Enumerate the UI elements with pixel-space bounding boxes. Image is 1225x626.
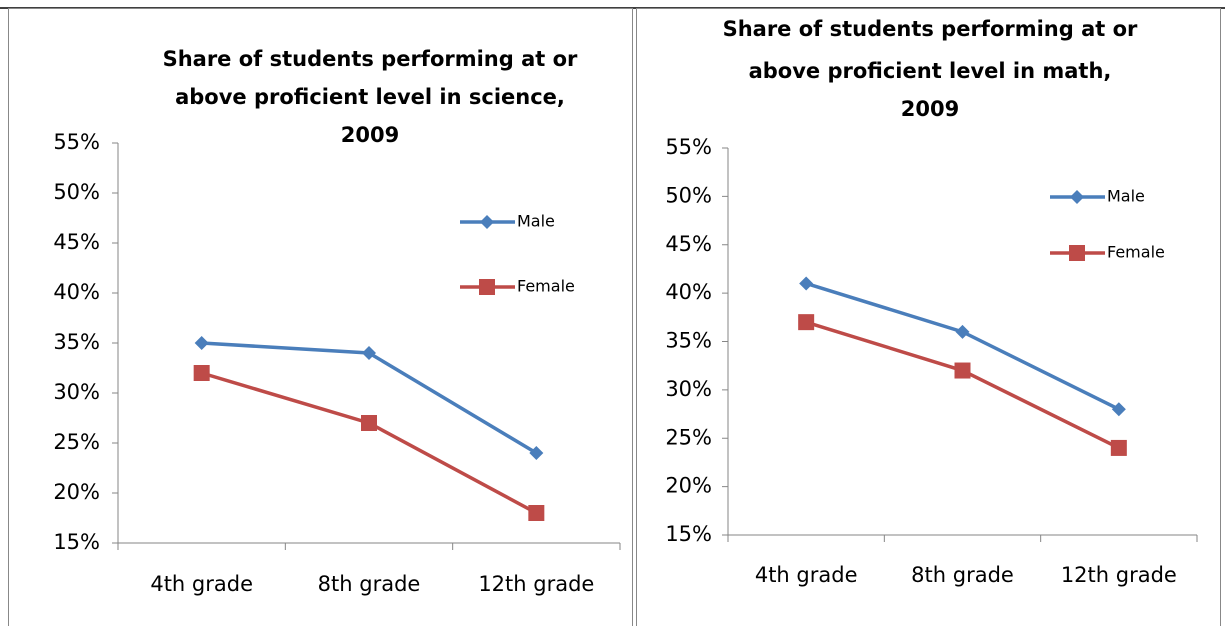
marker	[528, 505, 545, 521]
marker	[194, 336, 209, 350]
y-tick-label: 55%	[53, 130, 100, 154]
y-tick-label: 35%	[53, 330, 100, 354]
x-tick-label: 8th grade	[911, 563, 1014, 587]
legend-label: Male	[1107, 187, 1145, 206]
marker	[362, 346, 376, 360]
legend-label: Male	[517, 212, 555, 231]
marker	[529, 446, 544, 460]
y-tick-label: 15%	[53, 530, 100, 554]
legend-marker	[479, 279, 495, 295]
y-tick-label: 35%	[665, 329, 712, 353]
x-tick-label: 12th grade	[1061, 563, 1177, 587]
marker	[799, 276, 814, 291]
y-tick-label: 40%	[53, 280, 100, 304]
y-tick-label: 15%	[665, 522, 712, 546]
marker	[361, 415, 377, 431]
x-tick-label: 4th grade	[150, 572, 253, 596]
x-tick-label: 4th grade	[755, 563, 858, 587]
chart-title: 2009	[901, 97, 959, 121]
y-tick-label: 45%	[665, 232, 712, 256]
marker	[798, 314, 815, 331]
chart-title: Share of students performing at or	[723, 17, 1138, 41]
y-tick-label: 20%	[53, 480, 100, 504]
y-tick-label: 50%	[53, 180, 100, 204]
legend-label: Female	[517, 277, 575, 296]
y-tick-label: 30%	[665, 377, 712, 401]
panel-border	[636, 8, 1221, 626]
chart-title: above proficient level in science,	[175, 85, 565, 109]
y-tick-label: 50%	[665, 183, 712, 207]
x-tick-label: 8th grade	[318, 572, 421, 596]
y-tick-label: 25%	[665, 425, 712, 449]
marker	[954, 362, 971, 379]
chart-title: Share of students performing at or	[163, 47, 578, 71]
y-tick-label: 20%	[665, 474, 712, 498]
marker	[193, 365, 210, 381]
legend-marker	[1070, 190, 1084, 204]
y-tick-label: 25%	[53, 430, 100, 454]
marker	[955, 324, 970, 339]
marker	[1111, 402, 1126, 417]
legend-marker	[480, 215, 494, 229]
chart-title: above proficient level in math,	[749, 59, 1112, 83]
marker	[1110, 439, 1127, 456]
series-line	[201, 371, 538, 515]
panel-border	[8, 8, 633, 626]
x-tick-label: 12th grade	[478, 572, 594, 596]
chart-title: 2009	[341, 123, 399, 147]
series-line	[805, 281, 1120, 411]
legend-label: Female	[1107, 243, 1165, 262]
y-tick-label: 45%	[53, 230, 100, 254]
y-tick-label: 40%	[665, 280, 712, 304]
legend-marker	[1069, 245, 1085, 261]
y-tick-label: 55%	[665, 135, 712, 159]
y-tick-label: 30%	[53, 380, 100, 404]
